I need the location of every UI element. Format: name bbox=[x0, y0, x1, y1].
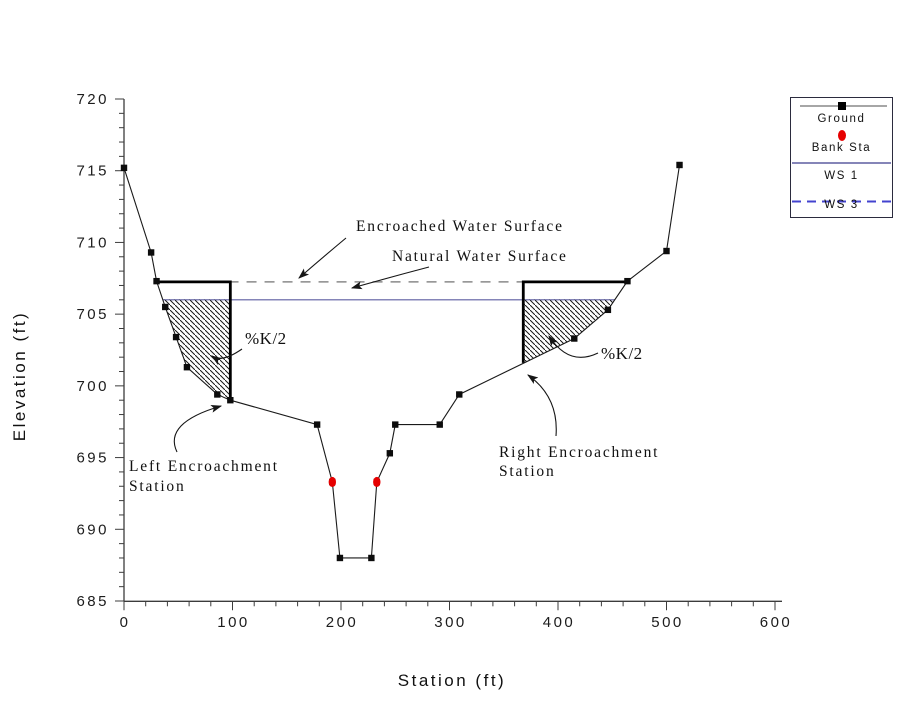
bank-station-marker bbox=[328, 476, 337, 488]
water-surface-lines bbox=[156, 281, 615, 301]
ground-point-marker bbox=[392, 421, 399, 428]
annotation-arrow-pk2-right bbox=[548, 335, 599, 358]
y-tick-label: 690 bbox=[76, 521, 109, 538]
annotation-pk2-left: %K/2 bbox=[245, 329, 287, 348]
annotation-left-encroachment-station: Left Encroachment bbox=[129, 458, 279, 475]
annotation-right-encroachment-station: Right Encroachment bbox=[499, 444, 659, 461]
annotation-arrow-encroached-water-surface bbox=[298, 237, 347, 279]
ground-point-marker bbox=[120, 164, 128, 172]
x-tick-label: 100 bbox=[217, 614, 250, 631]
legend-label-ws1: WS 1 bbox=[824, 170, 859, 182]
ground-point-marker bbox=[153, 277, 160, 285]
legend: Ground Bank Sta WS 1 WS 3 bbox=[790, 97, 893, 218]
annotation-arrow-left-encroachment-station bbox=[173, 404, 223, 453]
ground-point-marker bbox=[456, 391, 463, 398]
y-tick-label: 720 bbox=[76, 91, 109, 108]
x-tick-label: 400 bbox=[543, 614, 576, 631]
ground-point-marker bbox=[147, 249, 155, 256]
ws1-line-symbol-icon bbox=[792, 162, 891, 164]
ground-point-marker bbox=[227, 397, 234, 404]
annotation-encroached-water-surface: Encroached Water Surface bbox=[356, 218, 564, 235]
ws3-dashed-line-symbol-icon bbox=[792, 190, 893, 203]
right-encroachment-line bbox=[521, 280, 628, 363]
left-conveyance-reduction bbox=[163, 299, 231, 401]
legend-label-bank-sta: Bank Sta bbox=[811, 142, 872, 154]
annotation-right-encroachment-station: Station bbox=[499, 463, 556, 480]
ground-point-marker bbox=[386, 450, 394, 457]
ground-point-marker bbox=[336, 554, 344, 562]
y-tick-label: 700 bbox=[76, 378, 109, 395]
ground-point-marker bbox=[676, 161, 683, 169]
ground-point-marker bbox=[162, 303, 169, 311]
x-axis-title: Station (ft) bbox=[398, 671, 506, 690]
right-conveyance-reduction bbox=[523, 299, 615, 363]
annotation-pk2-right: %K/2 bbox=[601, 344, 643, 363]
annotations: Encroached Water Surface Natural Water Su… bbox=[129, 218, 659, 495]
ground-point-marker bbox=[172, 333, 180, 341]
ground-point-marker bbox=[604, 306, 612, 314]
bank-station-markers bbox=[328, 476, 381, 488]
annotation-arrow-right-encroachment-station bbox=[527, 374, 557, 437]
left-encroachment-line bbox=[156, 280, 232, 401]
y-tick-label: 695 bbox=[76, 450, 109, 467]
bank-station-marker bbox=[373, 476, 381, 488]
y-axis-title: Elevation (ft) bbox=[10, 311, 29, 441]
legend-label-ws3: WS 3 bbox=[824, 199, 859, 211]
y-tick-label: 710 bbox=[76, 234, 109, 251]
annotation-arrow-natural-water-surface bbox=[350, 266, 430, 290]
ground-point-marker bbox=[183, 364, 191, 371]
ground-point-marker bbox=[313, 421, 321, 428]
annotation-left-encroachment-station: Station bbox=[129, 478, 186, 495]
legend-label-ground: Ground bbox=[817, 113, 866, 125]
annotation-natural-water-surface: Natural Water Surface bbox=[392, 248, 568, 265]
encroachment-lines bbox=[156, 280, 628, 401]
ground-point-marker bbox=[214, 391, 221, 398]
x-tick-label: 300 bbox=[434, 614, 467, 631]
hatched-conveyance-areas bbox=[163, 299, 615, 401]
x-tick-label: 600 bbox=[760, 614, 793, 631]
square-marker-icon bbox=[837, 102, 846, 110]
y-tick-label: 705 bbox=[76, 306, 109, 323]
x-tick-label: 0 bbox=[120, 614, 131, 631]
ground-point-marker bbox=[368, 554, 375, 562]
ground-point-marker bbox=[624, 277, 631, 285]
ground-point-marker bbox=[436, 421, 443, 428]
ground-line bbox=[123, 164, 681, 559]
annotation-arrow-pk2-left bbox=[211, 348, 243, 365]
x-tick-label: 500 bbox=[651, 614, 684, 631]
axes: 685 690 695 700 705 710 715 720 0 100 200 300 400 500… bbox=[76, 91, 793, 631]
ground-point-marker bbox=[663, 247, 670, 255]
y-tick-label: 685 bbox=[76, 593, 109, 610]
ground-point-marker bbox=[571, 335, 578, 342]
x-tick-label: 200 bbox=[326, 614, 359, 631]
bank-station-marker-icon bbox=[837, 130, 846, 141]
ground-series bbox=[120, 161, 683, 562]
y-tick-label: 715 bbox=[76, 163, 109, 180]
